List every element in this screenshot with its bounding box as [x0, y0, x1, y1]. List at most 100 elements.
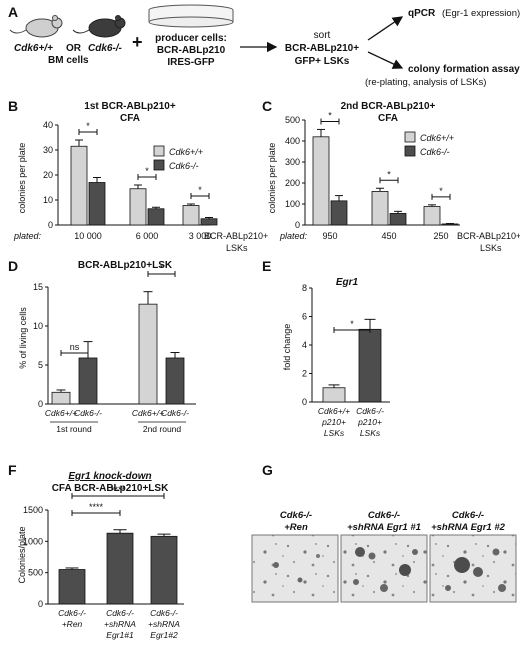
chart-c-wildtype-bar [312, 136, 330, 226]
chart-e-xtick-label: p210+ [321, 417, 346, 427]
chart-c-title-line2: CFA [378, 113, 398, 124]
chart-b-ytick-label: 20 [43, 170, 53, 180]
chart-d-sig-label: * [160, 263, 164, 273]
chart-d-ylabel: % of living cells [18, 307, 28, 369]
chart-d: BCR-ABLp210+LSK % of living cells 1st ro… [18, 260, 196, 434]
chart-f-sig-label: **** [89, 502, 104, 512]
chart-c: 2nd BCR-ABLp210+ CFA colonies per plate … [267, 101, 520, 253]
chart-e-sig-label: * [350, 319, 354, 329]
legend-swatch-knockout [404, 145, 416, 157]
g-label3-line1: Cdk6-/- [452, 510, 484, 521]
mouse-knockout-label: Cdk6-/- [88, 43, 123, 54]
or-label: OR [66, 43, 82, 54]
chart-d-bar [138, 303, 158, 405]
g-label2-line2: +shRNA Egr1 #1 [347, 522, 421, 533]
qpcr-label: qPCR [408, 8, 436, 19]
panel-a-schematic: Cdk6+/+ OR Cdk6-/- BM cells + producer c… [9, 4, 520, 88]
chart-c-knockout-bar [330, 200, 348, 226]
chart-f-xtick-label: +Ren [62, 619, 83, 629]
chart-e-ytick-label: 6 [302, 312, 307, 322]
chart-e-xtick-label: LSKs [360, 428, 381, 438]
chart-c-x-suffix1: BCR-ABLp210+ [457, 231, 520, 241]
chart-f-sig-label: **** [111, 485, 126, 495]
sort-line2: BCR-ABLp210+ [285, 43, 359, 54]
chart-c-ytick-label: 500 [285, 115, 300, 125]
sort-line1: sort [314, 30, 331, 41]
g-label1-line2: +Ren [284, 522, 308, 533]
chart-f-ylabel: Colonies/plate [17, 526, 27, 583]
legend-label-knockout: Cdk6-/- [169, 161, 199, 171]
chart-f-ytick-label: 0 [38, 599, 43, 609]
chart-d-bar [165, 357, 185, 405]
chart-c-x-suffix2: LSKs [480, 243, 502, 253]
legend-label-knockout: Cdk6-/- [420, 147, 450, 157]
chart-c-x-prefix: plated: [279, 231, 308, 241]
chart-c-ytick-label: 300 [285, 157, 300, 167]
panel-g-colony-images: Cdk6-/- +Ren Cdk6-/- +shRNA Egr1 #1 Cdk6… [251, 510, 517, 603]
chart-b-ytick-label: 0 [48, 220, 53, 230]
chart-f-ytick-label: 500 [28, 568, 43, 578]
chart-c-xtick-label: 950 [322, 231, 337, 241]
chart-f-title-line2: CFA BCR-ABLp210+LSK [52, 483, 169, 494]
chart-b-knockout-bar [88, 182, 106, 226]
chart-c-ytick-label: 400 [285, 136, 300, 146]
chart-c-xtick-label: 450 [381, 231, 396, 241]
panel-label-d: D [8, 258, 18, 274]
chart-d-ytick-label: 0 [38, 399, 43, 409]
g-label2-line1: Cdk6-/- [368, 510, 400, 521]
chart-b-ylabel: colonies per plate [17, 143, 27, 214]
chart-e-xtick-label: Cdk6-/- [356, 406, 384, 416]
panel-label-g: G [262, 462, 273, 478]
chart-e-bar [358, 328, 382, 403]
chart-d-ytick-label: 5 [38, 360, 43, 370]
chart-c-sig-label: * [387, 169, 391, 179]
chart-c-sig-label: * [328, 110, 332, 120]
chart-e-xtick-label: p210+ [357, 417, 382, 427]
chart-d-title: BCR-ABLp210+LSK [78, 260, 173, 271]
legend-label-wildtype: Cdk6+/+ [420, 133, 454, 143]
chart-f-bar [150, 535, 178, 605]
chart-e-ylabel: fold change [282, 324, 292, 371]
chart-b-ytick-label: 40 [43, 120, 53, 130]
cfa-label: colony formation assay [408, 64, 520, 75]
legend-swatch-wildtype [404, 131, 416, 143]
colony-image-shrna1 [340, 534, 428, 603]
chart-f-xtick-label: Egr1#2 [150, 630, 178, 640]
mouse-knockout-icon [72, 15, 126, 38]
chart-c-knockout-bar [389, 213, 407, 226]
chart-b-xtick-label: 6 000 [136, 231, 159, 241]
producer-line1: producer cells: [155, 33, 227, 44]
panel-label-e: E [262, 258, 271, 274]
chart-f-xtick-label: Cdk6-/- [58, 608, 86, 618]
chart-b-xtick-label: 3 000 [189, 231, 212, 241]
chart-d-xtick-label: Cdk6-/- [74, 408, 102, 418]
chart-c-ytick-label: 200 [285, 178, 300, 188]
chart-e-ytick-label: 0 [302, 397, 307, 407]
chart-b-knockout-bar [200, 218, 218, 226]
chart-b-wildtype-bar [129, 188, 147, 226]
cfa-sub-label: (re-plating, analysis of LSKs) [365, 77, 486, 88]
chart-f-title-line1: Egr1 knock-down [68, 471, 151, 482]
chart-d-bar [51, 391, 71, 405]
panel-label-f: F [8, 462, 17, 478]
legend-label-wildtype: Cdk6+/+ [169, 147, 203, 157]
g-label3-line2: +shRNA Egr1 #2 [431, 522, 506, 533]
chart-b-xtick-label: 10 000 [74, 231, 102, 241]
chart-d-ytick-label: 10 [33, 321, 43, 331]
colony-image-ren [251, 534, 339, 603]
chart-b-title-line2: CFA [120, 113, 140, 124]
chart-d-xtick-label: Cdk6-/- [161, 408, 189, 418]
chart-e-ytick-label: 2 [302, 369, 307, 379]
panel-label-a: A [8, 4, 18, 20]
chart-b-ytick-label: 10 [43, 195, 53, 205]
chart-e-title: Egr1 [336, 277, 359, 288]
legend-swatch-knockout [153, 159, 165, 171]
chart-d-group2: 2nd round [143, 424, 182, 434]
chart-d-group1: 1st round [56, 424, 92, 434]
chart-f-xtick-label: Cdk6-/- [106, 608, 134, 618]
chart-e: Egr1 fold change 02468*Cdk6+/+p210+LSKsC… [282, 277, 390, 438]
chart-b-wildtype-bar [182, 205, 200, 226]
bm-cells-label: BM cells [48, 55, 89, 66]
chart-b-x-suffix1: BCR-ABLp210+ [204, 231, 268, 241]
chart-c-wildtype-bar [423, 206, 441, 226]
